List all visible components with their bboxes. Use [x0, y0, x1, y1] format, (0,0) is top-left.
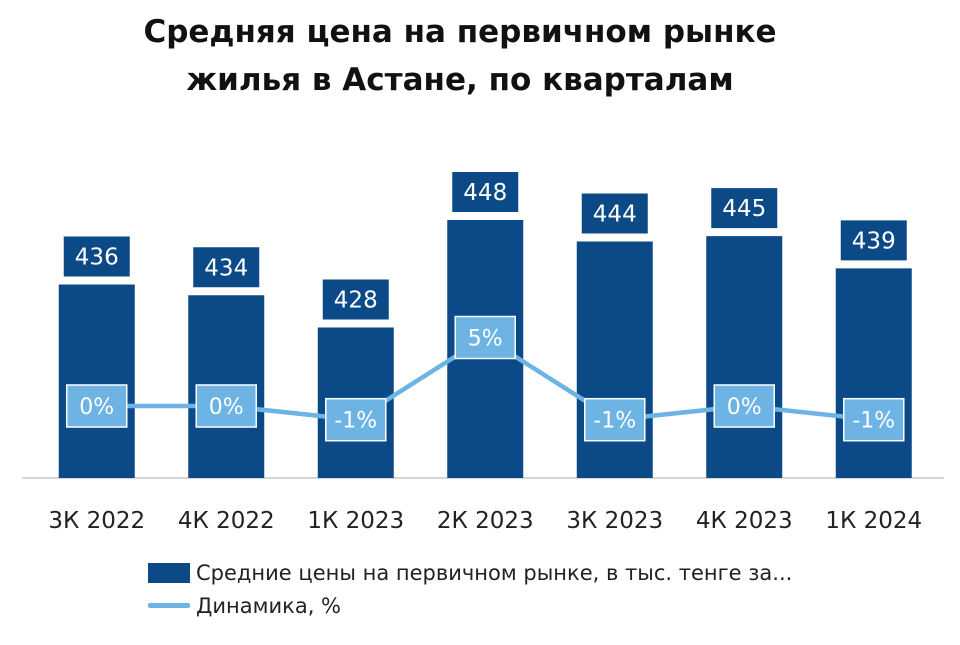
bar-label-box-3: [452, 172, 519, 212]
line-value-label-3: 5%: [468, 327, 503, 352]
legend-item-line: Динамика, %: [148, 589, 792, 622]
line-value-label-6: -1%: [852, 409, 895, 434]
bar-value-label-6: 439: [852, 228, 896, 254]
line-point-box-6: [843, 397, 905, 442]
line-value-label-1: 0%: [209, 395, 244, 420]
bar-label-box-2: [322, 279, 389, 320]
bar-value-label-3: 448: [463, 180, 507, 206]
legend-item-bars: Средние цены на первичном рынке, в тыс. …: [148, 556, 792, 589]
x-tick-label-6: 1К 2024: [825, 508, 922, 534]
bar-value-label-0: 436: [75, 245, 119, 271]
bar-label-box-6: [840, 220, 907, 261]
line-point-box-5: [713, 384, 775, 428]
bar-5: [706, 236, 783, 478]
line-point-box-1: [195, 384, 257, 428]
line-point-box-2: [325, 397, 387, 442]
chart-title-line-2: жилья в Астане, по кварталам: [186, 62, 734, 98]
bar-value-label-2: 428: [334, 288, 378, 314]
line-point-box-0: [66, 384, 128, 428]
legend-swatch-bars: [148, 562, 190, 583]
line-value-label-0: 0%: [79, 395, 114, 420]
legend-label-line: Динамика, %: [196, 593, 342, 618]
bar-label-box-5: [711, 188, 778, 229]
line-value-label-4: -1%: [593, 409, 636, 434]
x-tick-label-0: 3К 2022: [48, 508, 145, 534]
line-value-label-2: -1%: [334, 409, 377, 434]
bar-value-label-5: 445: [722, 196, 766, 222]
line-value-label-5: 0%: [727, 395, 762, 420]
legend-swatch-line: [148, 603, 190, 608]
x-tick-label-1: 4К 2022: [178, 508, 275, 534]
bar-label-box-0: [63, 236, 130, 277]
bar-label-box-4: [581, 193, 648, 234]
x-tick-label-2: 1К 2023: [307, 508, 404, 534]
line-point-box-4: [584, 397, 646, 442]
bar-4: [576, 241, 653, 478]
bar-value-label-4: 444: [593, 202, 637, 228]
bar-label-box-1: [193, 247, 260, 288]
chart-legend: Средние цены на первичном рынке, в тыс. …: [148, 556, 792, 622]
x-tick-label-4: 3К 2023: [566, 508, 663, 534]
bar-6: [835, 268, 912, 478]
line-point-box-3: [454, 315, 516, 360]
bar-value-label-1: 434: [204, 255, 248, 281]
chart-title-line-1: Средняя цена на первичном рынке: [143, 14, 777, 50]
chart-title: Средняя цена на первичном рынке жилья в …: [0, 8, 920, 104]
x-tick-label-5: 4К 2023: [696, 508, 793, 534]
x-tick-label-3: 2К 2023: [437, 508, 534, 534]
legend-label-bars: Средние цены на первичном рынке, в тыс. …: [196, 560, 793, 585]
bar-0: [58, 284, 135, 478]
